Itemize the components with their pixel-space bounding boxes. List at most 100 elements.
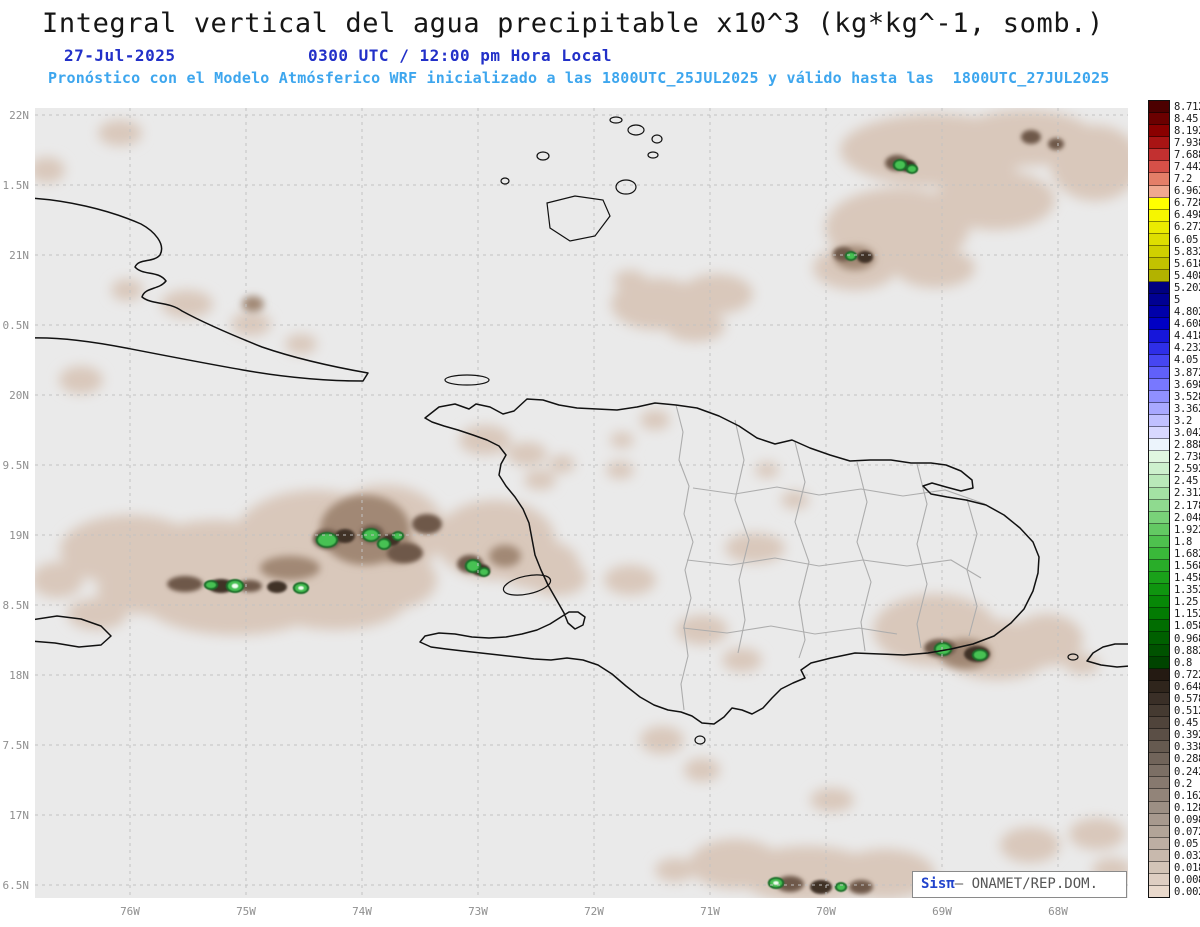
lon-tick-label: 74W bbox=[352, 905, 372, 918]
shading-blob bbox=[231, 312, 271, 336]
colorbar-tick-label: 8.192 bbox=[1174, 124, 1200, 137]
shading-blob bbox=[655, 858, 695, 882]
shading-blob bbox=[810, 880, 832, 894]
lon-tick-label: 69W bbox=[932, 905, 952, 918]
max-value-spot bbox=[895, 161, 905, 169]
colorbar-segment bbox=[1149, 656, 1169, 669]
colorbar-segment bbox=[1149, 499, 1169, 512]
colorbar-tick-label: 1.352 bbox=[1174, 584, 1200, 597]
colorbar-segment bbox=[1149, 620, 1169, 633]
shading-blob bbox=[242, 296, 264, 312]
little-inagua-island bbox=[615, 179, 637, 195]
colorbar-tick-label: 2.45 bbox=[1174, 475, 1199, 488]
colorbar-segment bbox=[1149, 753, 1169, 766]
colorbar-segment bbox=[1149, 741, 1169, 754]
colorbar-segment bbox=[1149, 729, 1169, 742]
colorbar-segment bbox=[1149, 765, 1169, 778]
colorbar-tick-label: 3.2 bbox=[1174, 414, 1193, 427]
colorbar-tick-label: 0.032 bbox=[1174, 850, 1200, 863]
colorbar-tick-label: 5.618 bbox=[1174, 257, 1200, 270]
mona-island bbox=[1067, 653, 1079, 661]
shading-blob bbox=[1000, 827, 1060, 863]
colorbar-tick-label: 0.392 bbox=[1174, 729, 1200, 742]
shading-blob bbox=[722, 648, 762, 672]
lat-tick-label: 19N bbox=[9, 529, 29, 542]
beata-island bbox=[694, 735, 706, 745]
lat-tick-label: 20N bbox=[9, 389, 29, 402]
colorbar-segment bbox=[1149, 209, 1169, 222]
latitude-axis: 22N 1.5N 21N 0.5N 20N 9.5N 19N 8.5N 18N 7.5N 17N 6.… bbox=[0, 0, 31, 927]
colorbar-segment bbox=[1149, 258, 1169, 271]
hispaniola-coastline bbox=[419, 398, 1040, 725]
shading-blob bbox=[1064, 654, 1100, 674]
shading-blob bbox=[489, 545, 521, 567]
shading-blob bbox=[725, 533, 785, 563]
colorbar-tick-label: 6.728 bbox=[1174, 197, 1200, 210]
shading-blob bbox=[387, 543, 423, 563]
caicos-island bbox=[536, 151, 550, 161]
colorbar-segment bbox=[1149, 692, 1169, 705]
colorbar-segment bbox=[1149, 415, 1169, 428]
colorbar-segment bbox=[1149, 632, 1169, 645]
turks-island bbox=[651, 134, 663, 144]
colorbar-tick-label: 1.568 bbox=[1174, 559, 1200, 572]
lon-tick-label: 72W bbox=[584, 905, 604, 918]
colorbar-segment bbox=[1149, 535, 1169, 548]
longitude-axis: 76W 75W 74W 73W 72W 71W 70W 69W 68W bbox=[0, 905, 1200, 921]
colorbar-tick-label: 0.648 bbox=[1174, 680, 1200, 693]
lat-tick-label: 6.5N bbox=[2, 879, 30, 892]
colorbar-segment bbox=[1149, 451, 1169, 464]
colorbar-segment bbox=[1149, 137, 1169, 150]
shading-blob bbox=[935, 170, 1055, 230]
colorbar-tick-label: 1.922 bbox=[1174, 523, 1200, 536]
colorbar-segment bbox=[1149, 354, 1169, 367]
shading-blob bbox=[161, 290, 213, 318]
colorbar-segment bbox=[1149, 185, 1169, 198]
gonave-island bbox=[502, 574, 552, 596]
colorbar-segment bbox=[1149, 270, 1169, 283]
lon-tick-label: 70W bbox=[816, 905, 836, 918]
lat-tick-label: 8.5N bbox=[2, 599, 30, 612]
shading-light bbox=[35, 110, 1128, 898]
colorbar-segment bbox=[1149, 704, 1169, 717]
colorbar-segment bbox=[1149, 197, 1169, 210]
colorbar-tick-label: 1.152 bbox=[1174, 608, 1200, 621]
colorbar-tick-label: 1.8 bbox=[1174, 535, 1193, 548]
shading-blob bbox=[810, 788, 854, 812]
colorbar-segment bbox=[1149, 861, 1169, 874]
colorbar-tick-label: 1.058 bbox=[1174, 620, 1200, 633]
colorbar-segment bbox=[1149, 825, 1169, 838]
province-borders bbox=[675, 404, 986, 711]
colorbar-tick-label: 2.312 bbox=[1174, 487, 1200, 500]
colorbar-tick-label: 5.408 bbox=[1174, 269, 1200, 282]
max-value-core bbox=[773, 881, 779, 885]
lat-tick-label: 9.5N bbox=[2, 459, 30, 472]
lat-tick-label: 7.5N bbox=[2, 739, 30, 752]
colorbar-segment bbox=[1149, 101, 1169, 114]
shading-blob bbox=[260, 556, 320, 580]
colorbar-segment bbox=[1149, 245, 1169, 259]
colorbar-tick-label: 0.242 bbox=[1174, 765, 1200, 778]
colorbar-tick-label: 8.45 bbox=[1174, 112, 1199, 125]
colorbar-tick-label: 6.962 bbox=[1174, 185, 1200, 198]
colorbar-segment bbox=[1149, 801, 1169, 814]
forecast-time: 0300 UTC / 12:00 pm Hora Local bbox=[308, 46, 612, 65]
shading-maxima bbox=[203, 159, 989, 892]
colorbar-tick-label: 1.682 bbox=[1174, 547, 1200, 560]
shading-blob bbox=[238, 580, 262, 592]
shading-blob bbox=[527, 560, 587, 596]
colorbar-segment bbox=[1149, 149, 1169, 162]
colorbar-segment bbox=[1149, 342, 1169, 355]
cuba-coastline bbox=[35, 197, 369, 382]
shading-blob bbox=[1050, 125, 1128, 201]
lon-tick-label: 71W bbox=[700, 905, 720, 918]
attribution-box: Sisπ– ONAMET/REP.DOM. bbox=[912, 871, 1127, 898]
lat-tick-label: 22N bbox=[9, 109, 29, 122]
colorbar-tick-label: 0.288 bbox=[1174, 753, 1200, 766]
attribution-text: – ONAMET/REP.DOM. bbox=[954, 876, 1099, 892]
colorbar-tick-label: 2.592 bbox=[1174, 463, 1200, 476]
colorbar-segment bbox=[1149, 547, 1169, 560]
colorbar-tick-label: 1.25 bbox=[1174, 596, 1199, 609]
colorbar-tick-label: 0.2 bbox=[1174, 777, 1193, 790]
